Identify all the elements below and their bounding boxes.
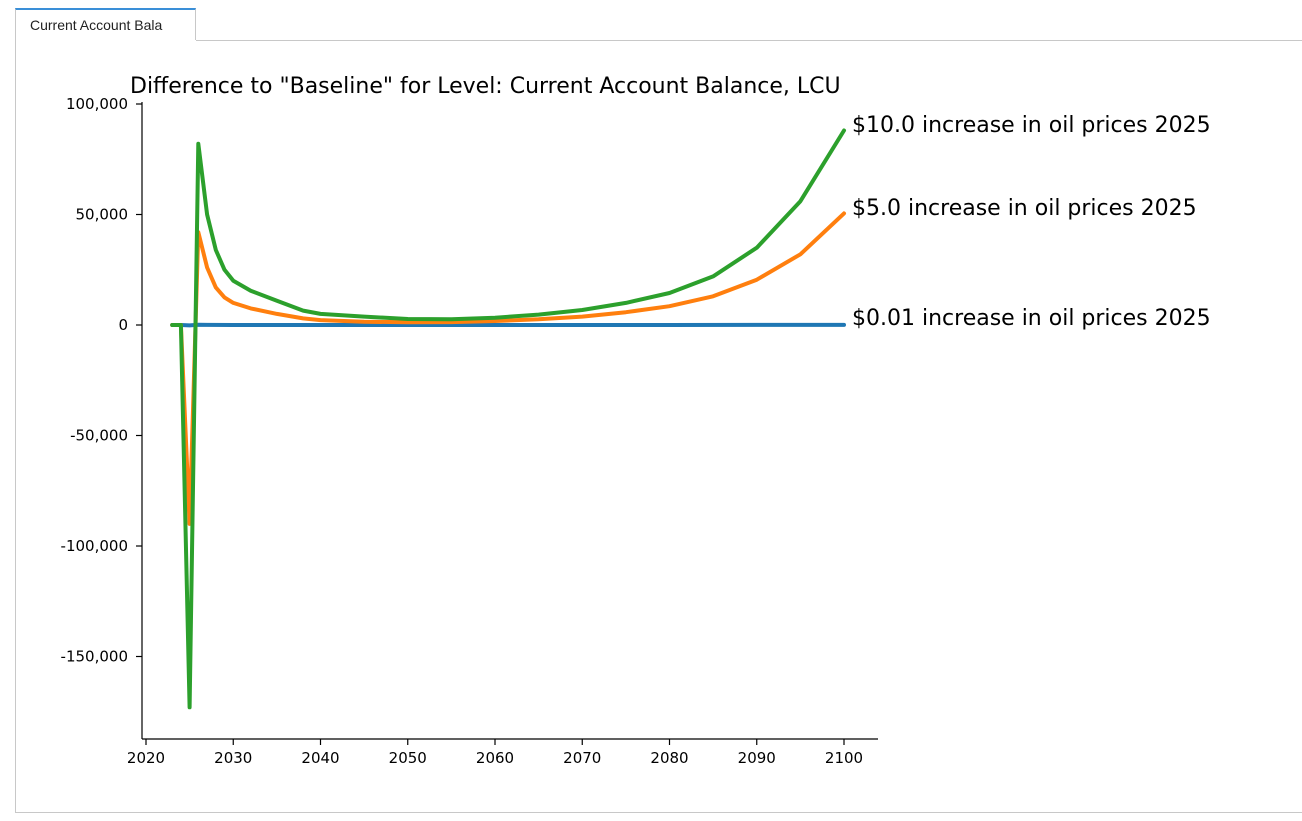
series-line: [170, 128, 846, 710]
series-label-10-0: $10.0 increase in oil prices 2025: [852, 113, 1211, 138]
x-tick-label: 2020: [127, 749, 165, 767]
x-tick-label: 2090: [738, 749, 776, 767]
series-label-5-0: $5.0 increase in oil prices 2025: [852, 196, 1197, 221]
series-labels: $0.01 increase in oil prices 2025 $5.0 in…: [852, 113, 1211, 331]
chart-title: Difference to "Baseline" for Level: Curr…: [130, 74, 841, 99]
series-label-0-01: $0.01 increase in oil prices 2025: [852, 306, 1211, 331]
y-ticks: 100,000 50,000 0 -50,000 -100,000 -150,000: [61, 95, 142, 666]
tab-label: Current Account Bala: [30, 17, 163, 33]
y-tick-label: 50,000: [76, 206, 129, 224]
tab-current-account-balance[interactable]: Current Account Bala: [15, 8, 196, 40]
y-tick-label: -100,000: [61, 537, 128, 555]
series-line: [170, 322, 846, 328]
x-tick-label: 2040: [301, 749, 339, 767]
x-tick-label: 2100: [825, 749, 863, 767]
y-tick-label: 100,000: [66, 95, 128, 113]
y-tick-label: 0: [118, 316, 128, 334]
x-ticks: 2020 2030 2040 2050 2060 2070 2080 2090 2100: [127, 739, 863, 767]
tab-divider: [196, 40, 1302, 41]
y-tick-label: -50,000: [70, 427, 128, 445]
x-tick-label: 2050: [389, 749, 427, 767]
x-tick-label: 2080: [650, 749, 688, 767]
y-tick-label: -150,000: [61, 648, 128, 666]
chart-panel: [15, 40, 1302, 813]
series-line: [170, 211, 846, 526]
x-tick-label: 2030: [214, 749, 252, 767]
x-tick-label: 2060: [476, 749, 514, 767]
x-tick-label: 2070: [563, 749, 601, 767]
tab-strip: Current Account Bala: [0, 0, 1302, 41]
series-lines: [170, 128, 846, 710]
